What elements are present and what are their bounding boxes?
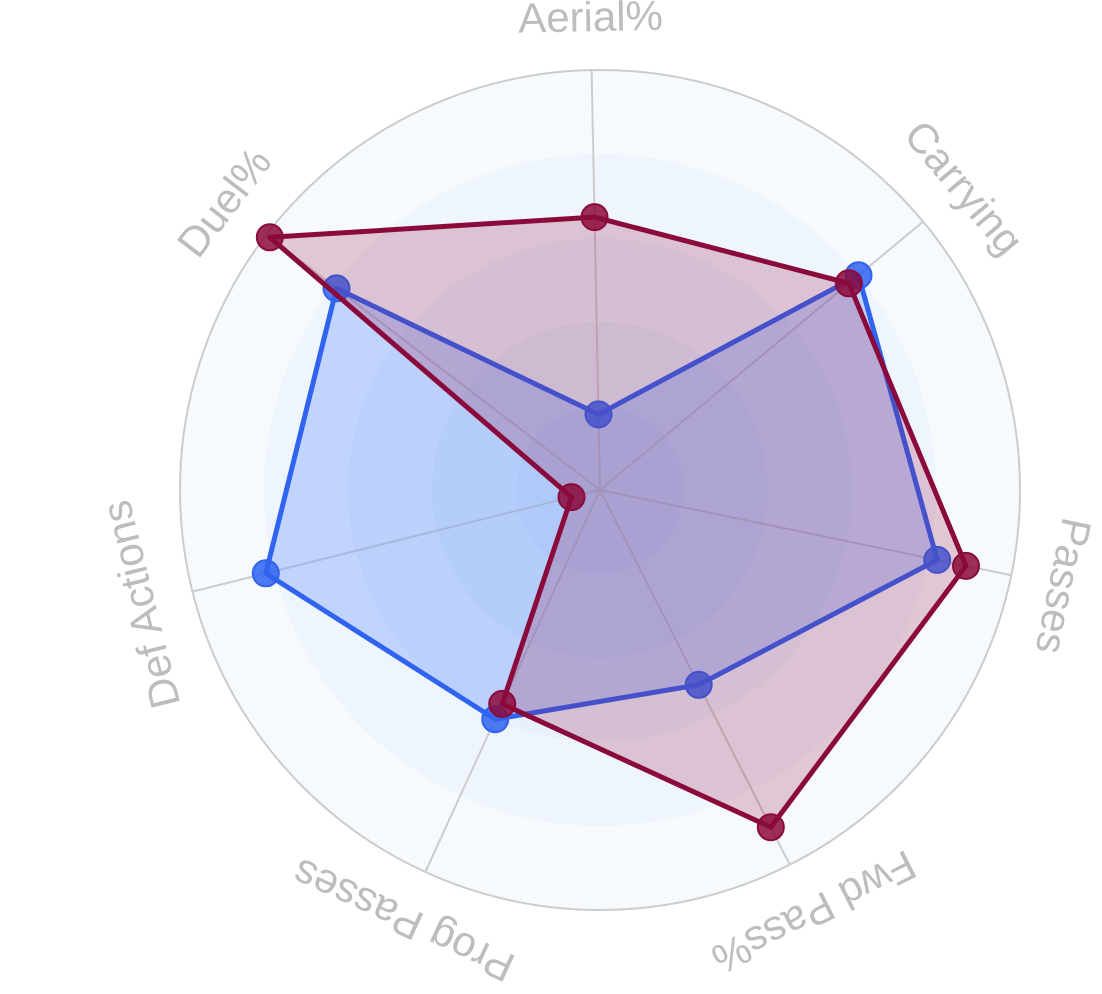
series-2: [255, 203, 980, 842]
data-point[interactable]: [923, 545, 952, 574]
data-point[interactable]: [952, 551, 980, 580]
data-point[interactable]: [580, 203, 609, 232]
outer-ring: [179, 69, 1021, 911]
axis-label: Aerial%: [518, 0, 664, 42]
axis-spoke: [424, 489, 601, 873]
data-point[interactable]: [322, 274, 351, 303]
data-point[interactable]: [557, 483, 586, 512]
data-point[interactable]: [251, 559, 280, 588]
series-layer: [251, 203, 980, 842]
axis-label: Def Actions: [92, 496, 189, 714]
data-point[interactable]: [584, 400, 613, 429]
axis-spoke: [265, 233, 601, 491]
data-point[interactable]: [756, 813, 785, 842]
data-point[interactable]: [834, 269, 863, 298]
series-area: [263, 272, 940, 722]
axis-label: Passes: [1027, 514, 1101, 658]
data-point[interactable]: [684, 670, 713, 699]
series-1: [251, 261, 952, 734]
data-point[interactable]: [488, 689, 517, 718]
series-area: [267, 214, 969, 830]
data-point[interactable]: [255, 223, 284, 252]
